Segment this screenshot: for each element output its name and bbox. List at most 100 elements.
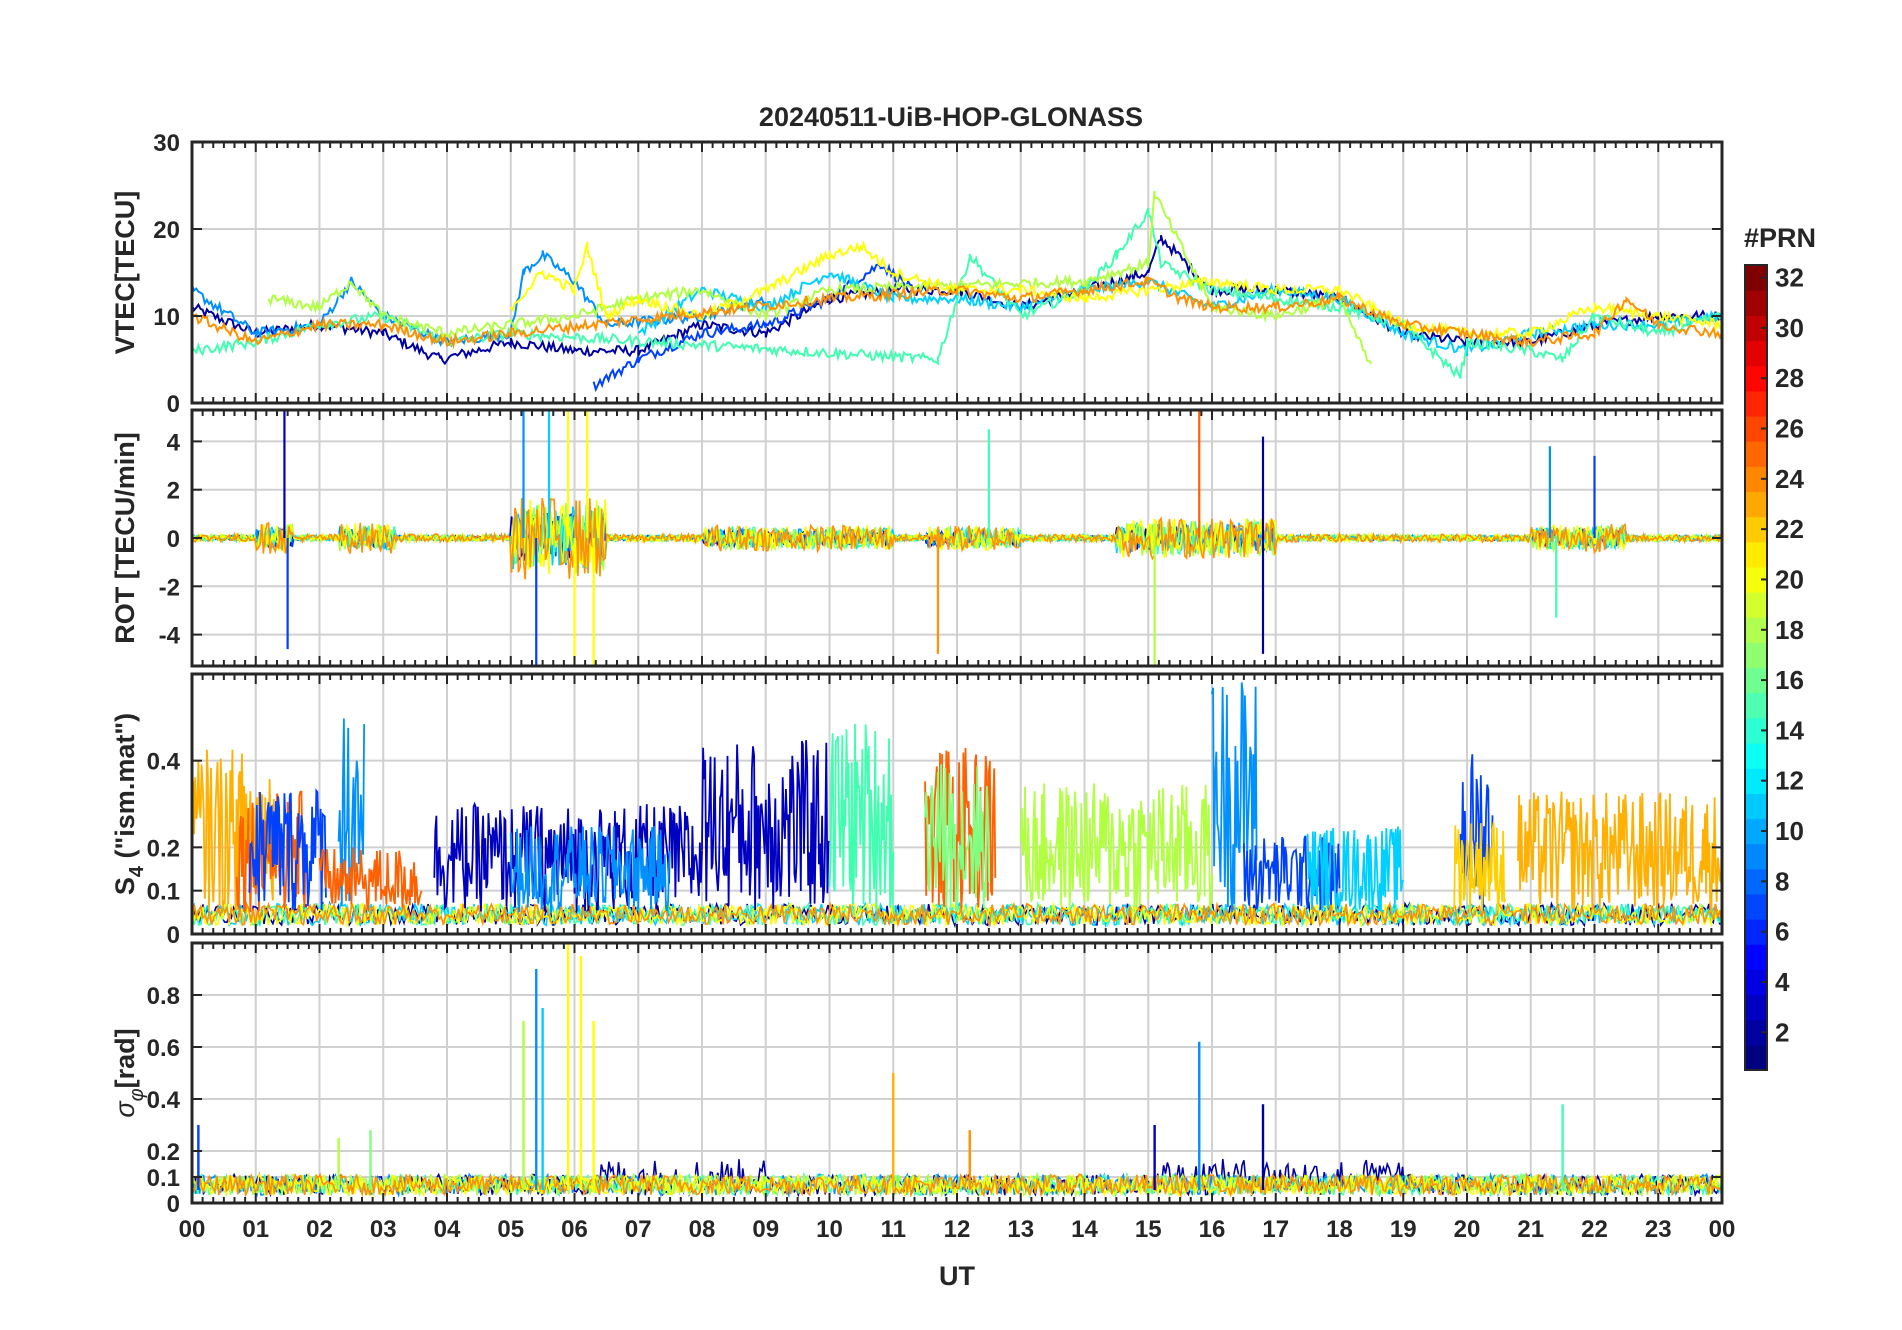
colorbar-segment [1745,893,1767,920]
s4-burst [509,825,671,913]
colorbar-segment [1745,340,1767,367]
colorbar-segment [1745,642,1767,669]
rot-trace [192,497,1722,580]
y-tick-label: 0.4 [147,749,181,776]
x-tick-label: 20 [1454,1216,1481,1243]
s4-burst [1306,826,1405,912]
grid [192,943,1722,1204]
x-tick-label: 19 [1390,1216,1417,1243]
colorbar-tick-label: 10 [1775,816,1804,846]
grid [192,141,1722,404]
colorbar-segment [1745,265,1767,291]
x-tick-label: 18 [1326,1216,1353,1243]
y-tick-label: 0.2 [147,835,180,862]
x-ticks [191,674,1723,934]
x-tick-label: 14 [1071,1216,1098,1243]
colorbar-tick-label: 22 [1775,514,1804,544]
x-tick-label: 07 [625,1216,652,1243]
sigma-baseline [192,1172,1722,1198]
y-tick-label: -4 [159,623,181,650]
panel-sigma_phi: 00.10.2 0.4 0.6 0.8 σφ[rad] 00 01 02 03 04 05 06 07 0… [110,941,1736,1243]
colorbar-segment [1745,1019,1767,1046]
y-axis-label: σφ[rad] [110,1028,148,1117]
y-tick-label: 0.1 [147,1165,180,1192]
x-tick-label: 04 [434,1216,461,1243]
y-tick-label: 0 [167,526,180,553]
colorbar-segment [1745,717,1767,744]
x-tick-label: 23 [1645,1216,1672,1243]
colorbar-segment [1745,491,1767,518]
colorbar-tick-label: 6 [1775,917,1789,947]
colorbar-segment [1745,365,1767,392]
y-axis-label: VTEC[TECU] [110,191,140,355]
y-tick-label: 0 [167,1191,180,1218]
colorbar-segment [1745,541,1767,568]
colorbar-segment [1745,415,1767,442]
y-tick-label: 0.1 [147,879,180,906]
s4-burst [1019,783,1213,910]
colorbar-segment [1745,843,1767,870]
colorbar-tick-label: 20 [1775,564,1804,594]
x-tick-label: 17 [1262,1216,1289,1243]
colorbar-segment [1745,390,1767,417]
panel-rot: -4 -2 0 2 4 ROT [TECU/min] [110,408,1724,668]
colorbar-tick-label: 14 [1775,715,1804,745]
y-tick-label: -2 [159,574,180,601]
colorbar-frame [1744,264,1768,1071]
s4-burst [1453,822,1507,912]
y-tick-label: 2 [167,478,180,505]
series-prn-12 [637,270,1722,357]
x-tick-label: 15 [1135,1216,1162,1243]
colorbar-segment [1745,566,1767,593]
s4-burst [1517,791,1722,914]
x-tick-label: 09 [752,1216,779,1243]
plot-area [192,682,1722,929]
colorbar-tick-label: 16 [1775,665,1804,695]
panel-vtec: 0 10 20 30 VTEC[TECU] [110,130,1724,418]
colorbar-segment [1745,793,1767,820]
colorbar-segment [1745,994,1767,1021]
colorbar-segment [1745,919,1767,945]
x-tick-label: 16 [1199,1216,1226,1243]
plot-area [192,190,1722,393]
colorbar-tick-label: 18 [1775,615,1804,645]
colorbar-tick-label: 24 [1775,464,1804,494]
colorbar-segment [1745,315,1767,342]
colorbar-segment [1745,592,1767,618]
y-axis-label: S4 ("ism.mat") [110,713,148,895]
x-tick-label: 02 [306,1216,333,1243]
x-tick-label: 00 [1709,1216,1736,1243]
colorbar-segment [1745,692,1767,719]
x-tick-label: 12 [944,1216,971,1243]
series-prn-18 [267,190,1373,365]
colorbar-segment [1745,969,1767,996]
colorbar-segment [1745,944,1767,970]
s4-burst [248,788,327,911]
colorbar-label: #PRN [1744,223,1816,253]
s4-burst [828,723,895,912]
x-tick-label: 08 [689,1216,716,1243]
plot-area [192,410,1722,666]
x-tick-label: 01 [242,1216,269,1243]
plot-area [192,943,1722,1199]
s4-burst [337,718,365,907]
x-tick-label: 03 [370,1216,397,1243]
colorbar-tick-label: 26 [1775,414,1804,444]
colorbar-segment [1745,617,1767,643]
rot-trace [192,499,1722,574]
series-prn-23 [192,276,1722,350]
s4-burst [924,764,990,913]
s4-burst [701,740,830,911]
y-tick-label: 10 [153,304,180,331]
colorbar-tick-label: 8 [1775,866,1789,896]
x-tick-label: 13 [1007,1216,1034,1243]
y-tick-label: 30 [153,130,180,157]
y-tick-label: 0.2 [147,1139,180,1166]
x-axis-label: UT [939,1261,975,1291]
y-tick-label: 0.8 [147,983,180,1010]
s4-burst [318,847,423,913]
s4-baseline [192,901,1722,928]
colorbar-tick-label: 12 [1775,766,1804,796]
